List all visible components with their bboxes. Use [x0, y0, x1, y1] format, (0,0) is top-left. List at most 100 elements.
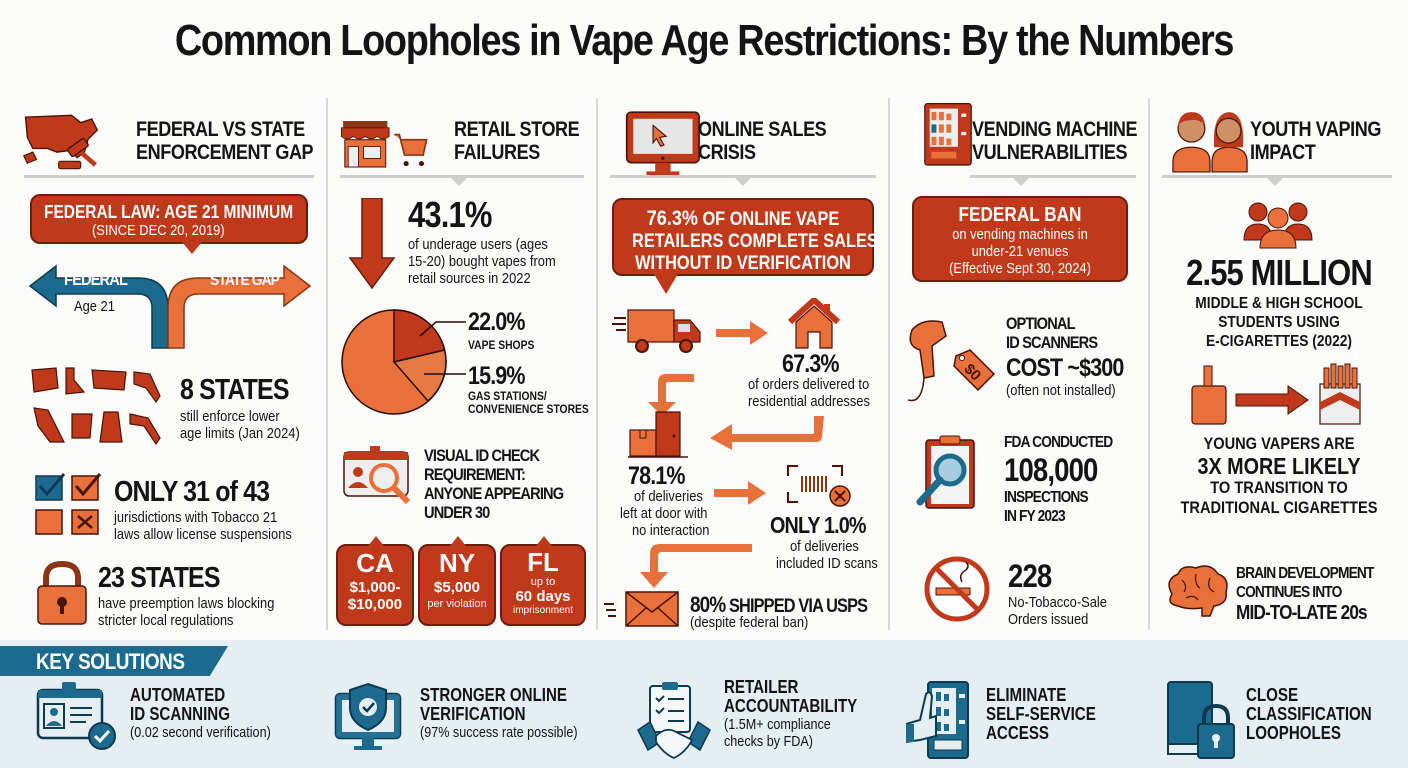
- state-shapes-icon: [31, 367, 161, 446]
- monitor-cursor-icon: [625, 111, 700, 176]
- section-federal-vs-state: FEDERAL VS STATE ENFORCEMENT GAP FEDERAL…: [0, 98, 326, 630]
- stat-text: Orders issued: [1008, 611, 1089, 628]
- students-stat: 2.55 MILLION MIDDLE & HIGH SCHOOL STUDEN…: [1186, 252, 1373, 350]
- stat-text: no interaction: [632, 522, 710, 539]
- section-retail-store: RETAIL STORE FAILURES 43.1% of underage …: [328, 98, 596, 630]
- section-title: VENDING MACHINE: [972, 118, 1138, 141]
- arrow-label-federal: FEDERAL: [64, 270, 128, 289]
- section-online-sales: ONLINE SALES CRISIS 76.3% OF ONLINE VAPE…: [598, 98, 888, 631]
- id-scan-failed-icon: [787, 465, 851, 507]
- state-penalty-card-fl: FL up to 60 days imprisonment: [500, 536, 586, 626]
- pie-label-text: VAPE SHOPS: [468, 338, 535, 352]
- fda-label: INSPECTIONS IN FY 2023: [1004, 489, 1089, 525]
- pie-label-value: 22.0%: [468, 308, 526, 336]
- id-magnifier-icon: [343, 446, 411, 505]
- id-card-check-icon: [36, 682, 116, 750]
- pie-label-value: 15.9%: [468, 362, 526, 390]
- vending-machine-icon: [924, 103, 972, 166]
- stat-text: still enforce lower: [180, 408, 280, 425]
- clipboard-magnifier-icon: [916, 435, 975, 509]
- stat-text: left at door with: [620, 505, 708, 522]
- key-solutions-header: KEY SOLUTIONS: [0, 646, 228, 676]
- vape-to-cigarettes-icon: [1191, 363, 1361, 425]
- book-lock-icon: [1167, 681, 1235, 759]
- page-title: Common Loopholes in Vape Age Restriction…: [174, 16, 1235, 65]
- barcode-scanner-price-tag-icon: [907, 320, 996, 402]
- stat-text: included ID scans: [776, 555, 878, 572]
- stat-value: 80% SHIPPED VIA USPS: [690, 592, 868, 617]
- solution-close-classification-loopholes: CLOSE CLASSIFICATION LOOPHOLES: [1164, 680, 1394, 760]
- column-divider: [326, 98, 328, 630]
- monitor-shield-icon: [334, 682, 402, 750]
- storefront-cart-icon: [340, 121, 428, 168]
- solution-automated-id-scanning: AUTOMATED ID SCANNING (0.02 second verif…: [34, 680, 314, 760]
- stat-text: of orders delivered to: [748, 376, 870, 393]
- brain-development-text: BRAIN DEVELOPMENT CONTINUES INTO MID-TO-…: [1236, 565, 1374, 624]
- section-header: FEDERAL VS STATE ENFORCEMENT GAP: [0, 98, 326, 178]
- stat-text: have preemption laws blocking: [98, 595, 275, 612]
- federal-ban-callout: FEDERAL BAN on vending machines in under…: [912, 196, 1128, 282]
- package-at-door-icon: [628, 411, 688, 458]
- vending-hand-icon: [906, 681, 969, 759]
- stat-text: retail sources in 2022: [408, 270, 531, 287]
- solution-retailer-accountability: RETAILER ACCOUNTABILITY (1.5M+ complianc…: [636, 678, 896, 760]
- section-title: FEDERAL VS STATE: [136, 118, 305, 141]
- fda-label: FDA CONDUCTED: [1004, 434, 1113, 451]
- stat-value: 67.3%: [782, 350, 840, 378]
- column-divider: [596, 98, 598, 630]
- stat-text: (often not installed): [1006, 382, 1116, 399]
- section-header: RETAIL STORE FAILURES: [328, 98, 596, 186]
- two-people-icon: [1172, 112, 1248, 173]
- pie-label-text: GAS STATIONS/ CONVENIENCE STORES: [468, 389, 589, 416]
- section-title: VULNERABILITIES: [972, 141, 1128, 164]
- solution-stronger-online-verification: STRONGER ONLINE VERIFICATION (97% succes…: [334, 680, 614, 760]
- stat-text: 15-20) bought vapes from: [408, 253, 556, 270]
- stat-value: 228: [1008, 558, 1052, 594]
- checkbox-grid-icon: [35, 473, 102, 535]
- stat-text: stricter local regulations: [98, 612, 234, 629]
- section-title: RETAIL STORE: [454, 118, 580, 141]
- section-title: YOUTH VAPING: [1250, 118, 1381, 141]
- group-of-people-icon: [1243, 202, 1313, 249]
- no-smoking-icon: [924, 556, 990, 622]
- section-header: ONLINE SALES CRISIS: [598, 98, 888, 186]
- section-title: IMPACT: [1250, 141, 1316, 164]
- column-divider: [888, 98, 890, 630]
- stat-value: 8 STATES: [180, 374, 289, 406]
- stat-value: ONLY 1.0%: [770, 512, 866, 538]
- stat-text: age limits (Jan 2024): [180, 425, 300, 442]
- curved-arrow-down-icon: [640, 544, 752, 588]
- stat-value: 78.1%: [628, 462, 686, 490]
- column-divider: [1148, 98, 1150, 630]
- id-check-requirement: VISUAL ID CHECK REQUIREMENT: ANYONE APPE…: [424, 446, 564, 522]
- section-header: YOUTH VAPING IMPACT: [1150, 98, 1408, 186]
- arrow-right-icon: [714, 481, 766, 505]
- transition-stat: YOUNG VAPERS ARE 3X MORE LIKELY TO TRANS…: [1180, 434, 1378, 517]
- section-header: VENDING MACHINE VULNERABILITIES: [890, 98, 1148, 186]
- pie-chart: [341, 309, 466, 415]
- key-solutions-panel: KEY SOLUTIONS AUTOMATED ID SCANNING (0.0…: [0, 640, 1408, 768]
- stat-text: jurisdictions with Tobacco 21: [114, 509, 278, 526]
- brain-icon: [1168, 565, 1228, 617]
- stat-value: 43.1%: [408, 194, 492, 235]
- stat-text: of underage users (ages: [408, 236, 548, 253]
- section-title: ENFORCEMENT GAP: [136, 141, 314, 164]
- us-map-gavel-icon: [22, 114, 99, 170]
- curved-arrow-left-icon: [710, 416, 824, 450]
- scanner-label: OPTIONAL ID SCANNERS: [1006, 314, 1098, 352]
- section-youth-vaping: YOUTH VAPING IMPACT 2.55 MILLION MIDDLE …: [1150, 98, 1408, 630]
- arrow-sublabel-federal: Age 21: [74, 298, 115, 315]
- stat-text: of deliveries: [634, 488, 703, 505]
- section-title: FAILURES: [454, 141, 540, 164]
- delivery-truck-icon: [612, 309, 701, 353]
- stat-text: (despite federal ban): [690, 614, 809, 631]
- arrow-label-state-gap: STATE GAP: [210, 272, 280, 289]
- state-penalty-card-ny: NY $5,000 per violation: [418, 536, 496, 626]
- clipboard-handshake-icon: [637, 682, 711, 759]
- online-verification-callout: 76.3% OF ONLINE VAPE RETAILERS COMPLETE …: [612, 198, 878, 294]
- padlock-icon: [37, 560, 87, 625]
- stat-value: 23 STATES: [98, 562, 220, 594]
- section-title: CRISIS: [698, 141, 756, 164]
- stat-text: residential addresses: [748, 393, 870, 410]
- stat-text: of deliveries: [790, 538, 859, 555]
